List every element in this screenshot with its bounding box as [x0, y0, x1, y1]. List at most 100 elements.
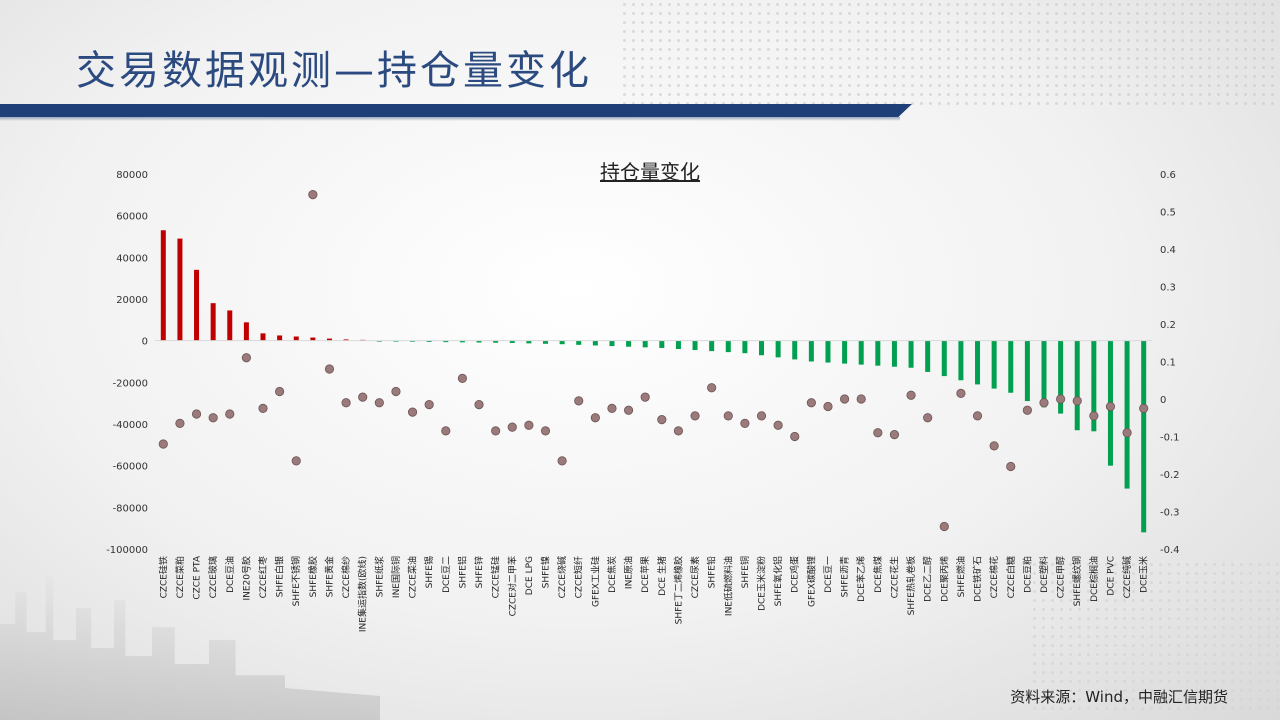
- bar: [908, 340, 914, 368]
- dot-point: [275, 386, 285, 397]
- bar: [626, 340, 632, 347]
- x-tick-label: CZCE白糖: [1005, 556, 1017, 598]
- y-left-tick: -100000: [106, 545, 148, 556]
- bar: [1024, 340, 1030, 402]
- bar: [1058, 340, 1064, 414]
- dot-point: [574, 396, 584, 406]
- y-right-tick: 0.3: [1160, 283, 1176, 294]
- dot-point: [175, 418, 185, 428]
- x-tick-label: SHFE热轧卷板: [905, 556, 917, 615]
- bar: [875, 340, 881, 366]
- bar: [443, 340, 449, 343]
- dot-point: [889, 430, 900, 440]
- bar: [177, 238, 183, 341]
- dot-point: [607, 403, 617, 413]
- dot-point: [640, 392, 650, 402]
- dot-point: [707, 383, 717, 393]
- dot-point: [923, 413, 933, 423]
- y-right-tick: 0.1: [1160, 358, 1176, 369]
- x-tick-label: CZCE棉花: [988, 556, 1000, 598]
- x-tick-label: DCE塑料: [1038, 556, 1050, 593]
- x-tick-label: DCE聚丙烯: [938, 556, 950, 602]
- y-right-tick: -0.1: [1160, 433, 1180, 444]
- x-tick-label: CZCE甲醇: [1055, 556, 1067, 598]
- y-right-tick: -0.3: [1160, 508, 1180, 519]
- dot-point: [773, 420, 783, 430]
- y-left-tick: -20000: [113, 378, 148, 389]
- dot-point: [524, 420, 534, 430]
- x-tick-label: SHFE丁二烯橡胶: [672, 556, 684, 624]
- bar: [1074, 340, 1080, 431]
- dot-point: [972, 411, 983, 421]
- dot-point: [225, 409, 235, 419]
- bar: [1041, 340, 1047, 408]
- y-right-tick: 0: [1160, 395, 1166, 406]
- dot-point: [324, 364, 335, 374]
- x-tick-label: CZCE红枣: [257, 556, 269, 598]
- bar: [526, 340, 532, 344]
- x-tick-label: SHFE黄金: [323, 556, 335, 597]
- bar: [293, 336, 299, 341]
- x-tick-label: CZCE PTA: [193, 555, 203, 600]
- header-bar: [0, 104, 912, 117]
- x-tick-label: DCE玉米淀粉: [756, 556, 768, 611]
- dot-point: [308, 190, 318, 200]
- dot-point: [241, 353, 251, 363]
- bar: [725, 340, 731, 353]
- dot-point: [1122, 428, 1132, 438]
- x-tick-label: CZCE菜粕: [174, 556, 186, 598]
- bar: [277, 335, 283, 341]
- dot-point: [673, 426, 684, 436]
- dot-point: [989, 441, 999, 451]
- y-right-tick: 0.6: [1160, 170, 1176, 181]
- dot-point: [1022, 405, 1032, 415]
- y-left-tick: -80000: [113, 503, 148, 514]
- y-axis-left: 80000 60000 40000 20000 0 -20000 -40000 -60000 -…: [106, 170, 148, 556]
- bar: [759, 340, 765, 356]
- y-left-tick: 80000: [116, 170, 148, 181]
- x-tick-label: DCE豆粕: [1021, 556, 1033, 593]
- dot-point: [823, 401, 833, 412]
- y-left-tick: 0: [142, 337, 148, 348]
- x-tick-label: INE原油: [623, 556, 635, 589]
- dot-point: [474, 400, 484, 410]
- bar: [692, 340, 698, 351]
- bar: [227, 310, 233, 341]
- background-dots: [620, 0, 1280, 110]
- x-tick-label: CZCE对二甲苯: [506, 556, 518, 616]
- x-tick-label: DCE PVC: [1106, 556, 1116, 596]
- bar: [1124, 340, 1130, 489]
- dot-point: [590, 413, 600, 423]
- source-note: 资料来源：Wind，中融汇信期货: [1010, 688, 1228, 706]
- x-tick-label: CZCE纯碱: [1121, 556, 1133, 598]
- dot-point: [557, 456, 567, 466]
- x-tick-label: DCE棕榈油: [1088, 556, 1100, 602]
- dot-point: [291, 456, 301, 466]
- bar: [808, 340, 814, 362]
- dot-point: [540, 426, 551, 436]
- bar: [609, 340, 615, 347]
- chart-title: 持仓量变化: [600, 160, 700, 184]
- bar: [842, 340, 848, 364]
- dot-point: [939, 521, 949, 532]
- dot-point: [839, 394, 850, 404]
- bar: [343, 339, 349, 341]
- bar: [858, 340, 864, 365]
- dot-point: [1039, 398, 1049, 408]
- y-right-tick: 0.4: [1160, 245, 1176, 256]
- x-tick-label: INE低硫燃料油: [722, 556, 734, 616]
- bar: [243, 322, 249, 341]
- dot-point: [208, 413, 218, 423]
- x-tick-label: CZCE硅铁: [157, 556, 169, 598]
- bar: [958, 340, 964, 381]
- bar: [194, 269, 200, 341]
- dot-point: [424, 400, 434, 410]
- bar: [975, 340, 981, 385]
- x-axis-labels: CZCE硅铁 CZCE菜粕 CZCE PTA CZCE玻璃 DCE豆油 INE20号胶 CZ…: [157, 555, 1149, 632]
- dot-point: [457, 373, 468, 383]
- y-right-tick: -0.2: [1160, 470, 1180, 481]
- bar: [675, 340, 681, 349]
- y-right-tick: 0.2: [1160, 320, 1176, 331]
- bar: [426, 340, 432, 342]
- y-axis-right: 0.6 0.5 0.4 0.3 0.2 0.1 0 -0.1 -0.2 -0.3 -0.4: [1160, 170, 1180, 556]
